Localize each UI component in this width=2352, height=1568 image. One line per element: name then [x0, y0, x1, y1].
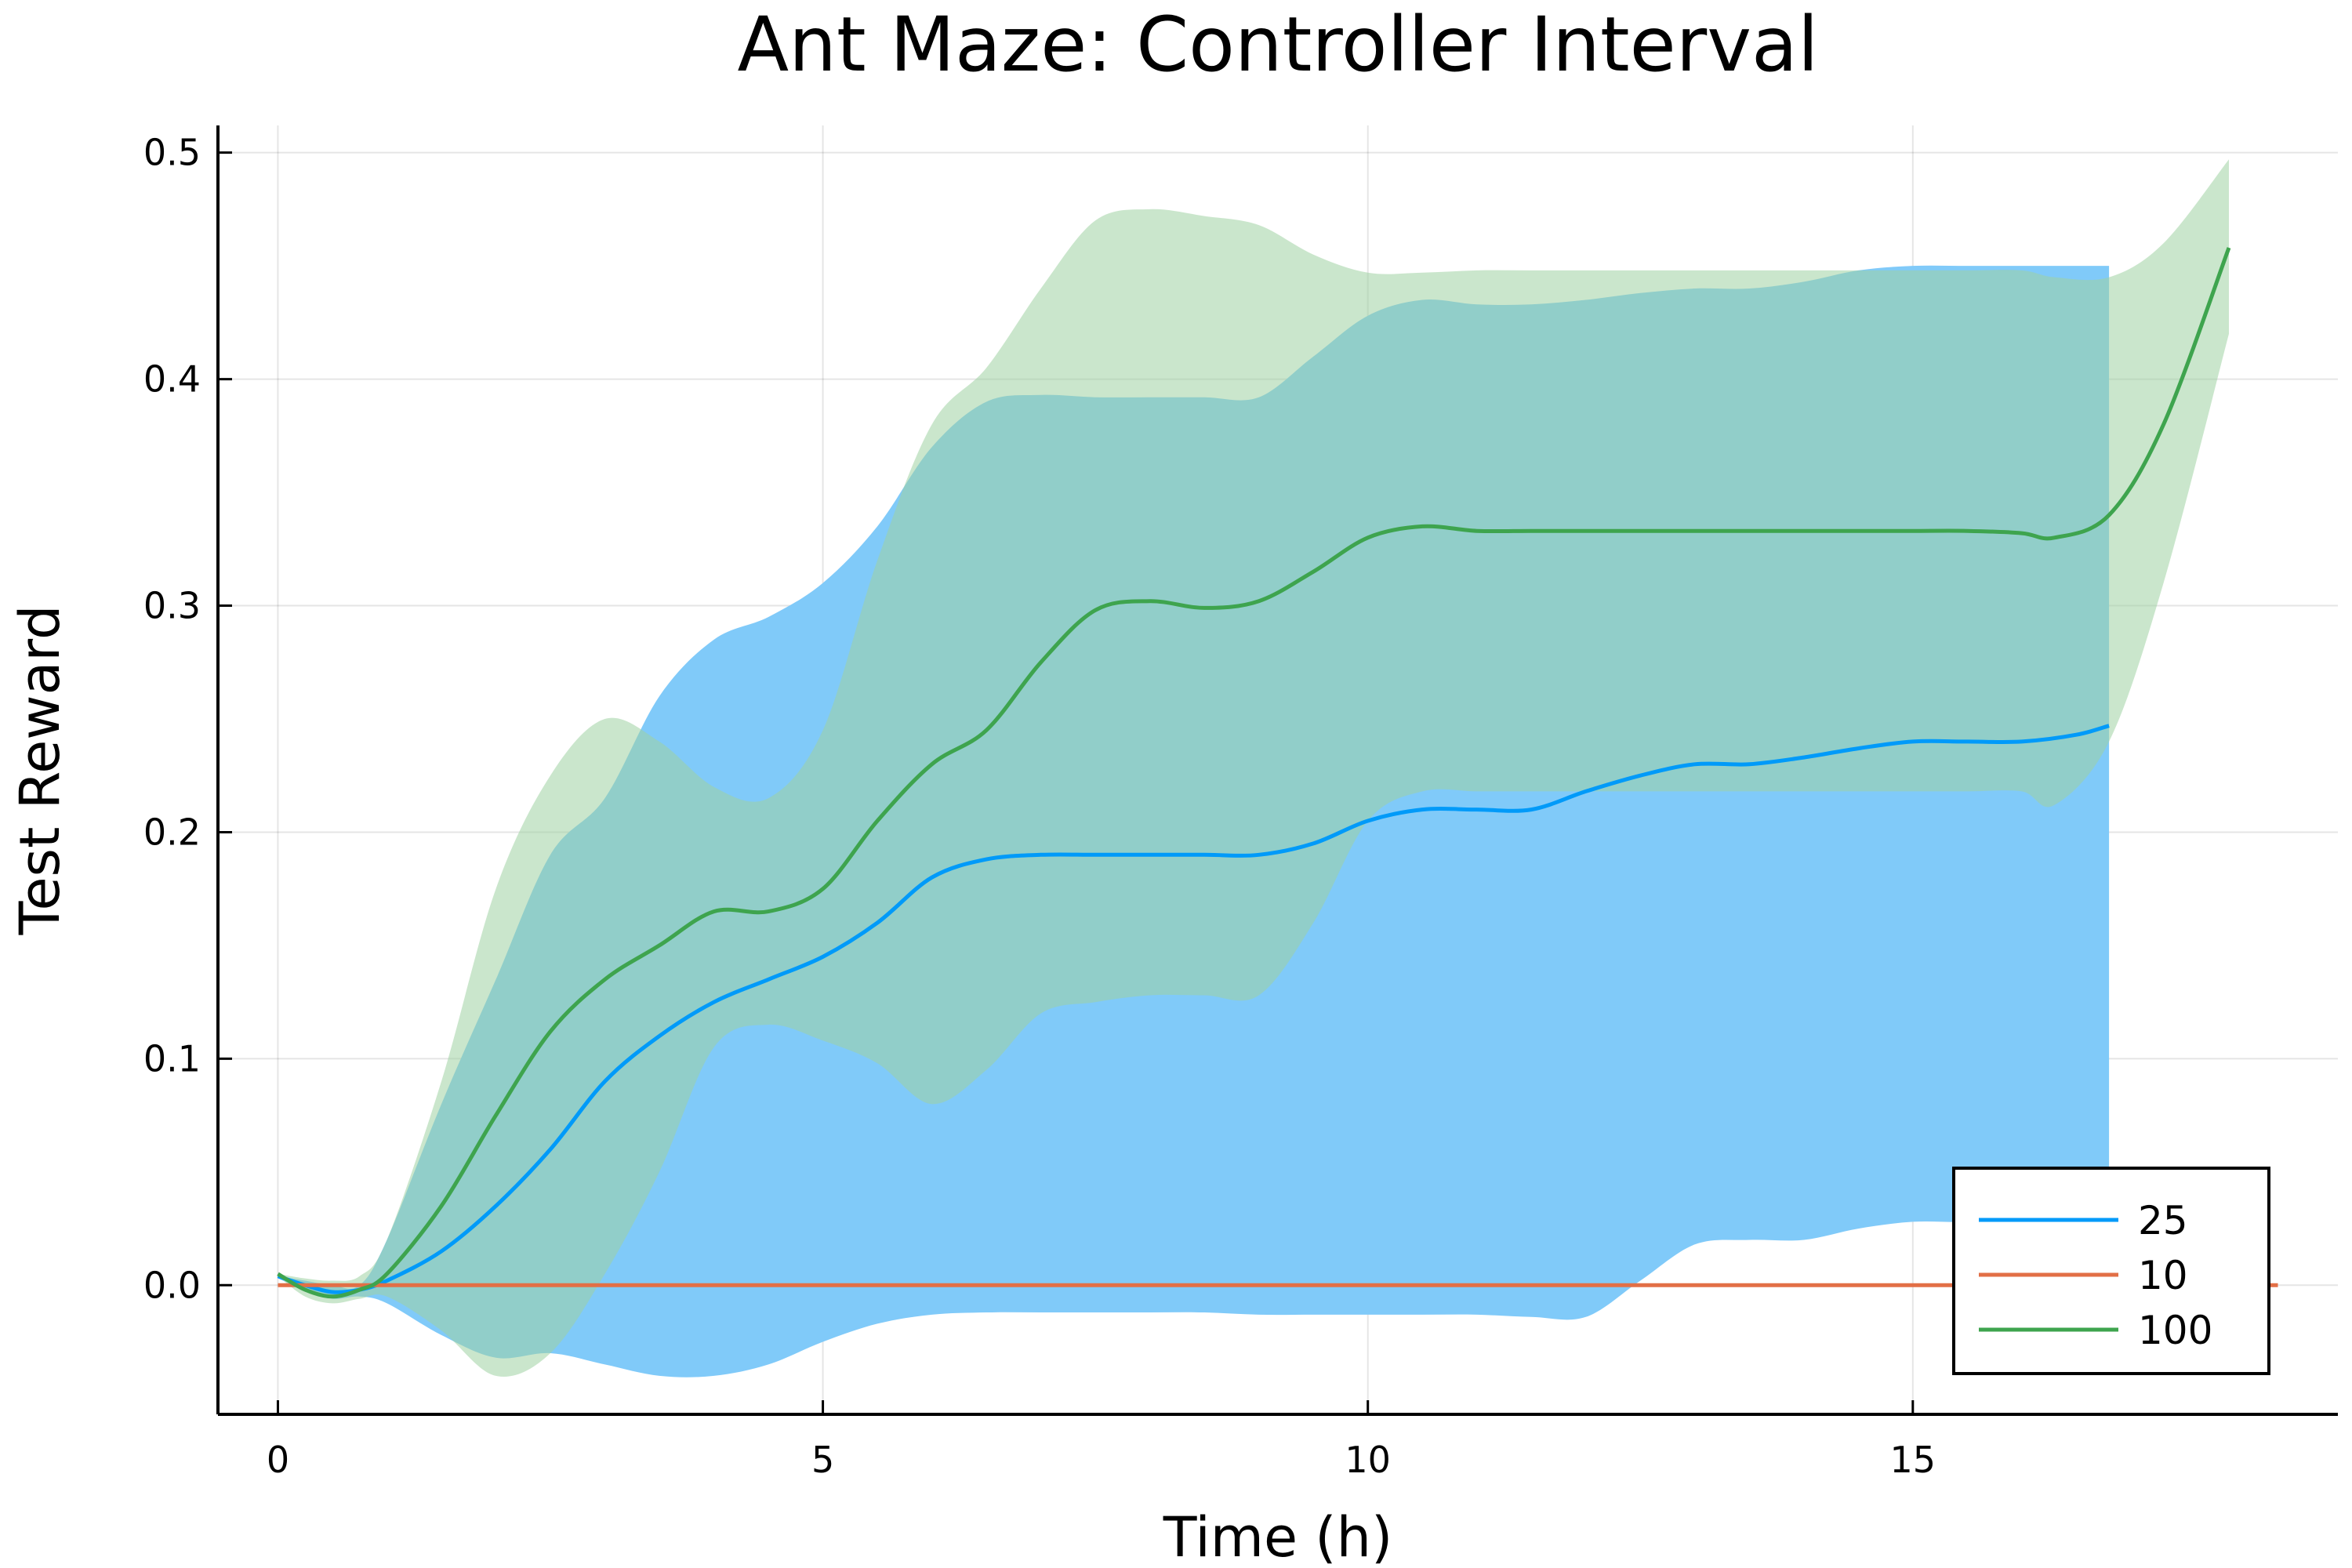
axes — [216, 125, 2338, 1416]
y-tick-label-4: 0.4 — [143, 358, 201, 401]
band-series-100 — [278, 159, 2229, 1377]
x-tick-label-3: 15 — [1890, 1439, 1936, 1481]
chart-title: Ant Maze: Controller Interval — [737, 1, 1818, 89]
x-axis-label: Time (h) — [1163, 1505, 1393, 1568]
line-series-100 — [277, 247, 2231, 1299]
y-tick-label-3: 0.3 — [143, 585, 201, 627]
legend-label-10: 10 — [2138, 1253, 2188, 1298]
y-axis-label: Test Reward — [8, 605, 72, 936]
legend-label-100: 100 — [2138, 1308, 2212, 1353]
line-series-25 — [277, 724, 2110, 1294]
legend-label-25: 25 — [2138, 1198, 2188, 1243]
legend-box — [1952, 1167, 2270, 1375]
x-tick-label-1: 5 — [811, 1439, 834, 1481]
confidence-bands — [278, 159, 2229, 1377]
y-tick-label-2: 0.2 — [143, 811, 201, 853]
tick-labels: 0 5 10 15 0.0 0.1 0.2 0.3 0.4 0.5 — [143, 132, 1936, 1481]
y-tick-label-1: 0.1 — [143, 1037, 201, 1080]
legend: 25 10 100 — [1952, 1167, 2270, 1375]
x-tick-label-0: 0 — [267, 1439, 289, 1481]
series-lines — [277, 247, 2278, 1299]
y-tick-label-5: 0.5 — [143, 132, 201, 174]
y-tick-label-0: 0.0 — [143, 1264, 201, 1306]
x-tick-label-2: 10 — [1345, 1439, 1391, 1481]
